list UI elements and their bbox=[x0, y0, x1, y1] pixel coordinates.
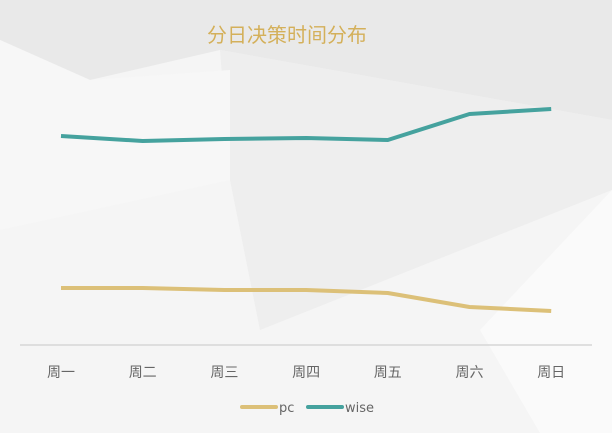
x-tick-label: 周四 bbox=[292, 365, 320, 381]
chart-title: 分日决策时间分布 bbox=[207, 23, 367, 47]
legend-label-wise[interactable]: wise bbox=[345, 401, 374, 416]
series-line-pc bbox=[61, 286, 552, 313]
x-tick-label: 周二 bbox=[129, 365, 157, 381]
x-tick-label: 周六 bbox=[456, 365, 484, 381]
x-tick-label: 周一 bbox=[47, 365, 75, 381]
x-tick-label: 周三 bbox=[210, 365, 238, 381]
x-tick-label: 周日 bbox=[537, 365, 565, 381]
x-tick-label: 周五 bbox=[374, 365, 402, 381]
legend-label-pc[interactable]: pc bbox=[279, 401, 294, 416]
series-line-wise bbox=[60, 107, 552, 143]
